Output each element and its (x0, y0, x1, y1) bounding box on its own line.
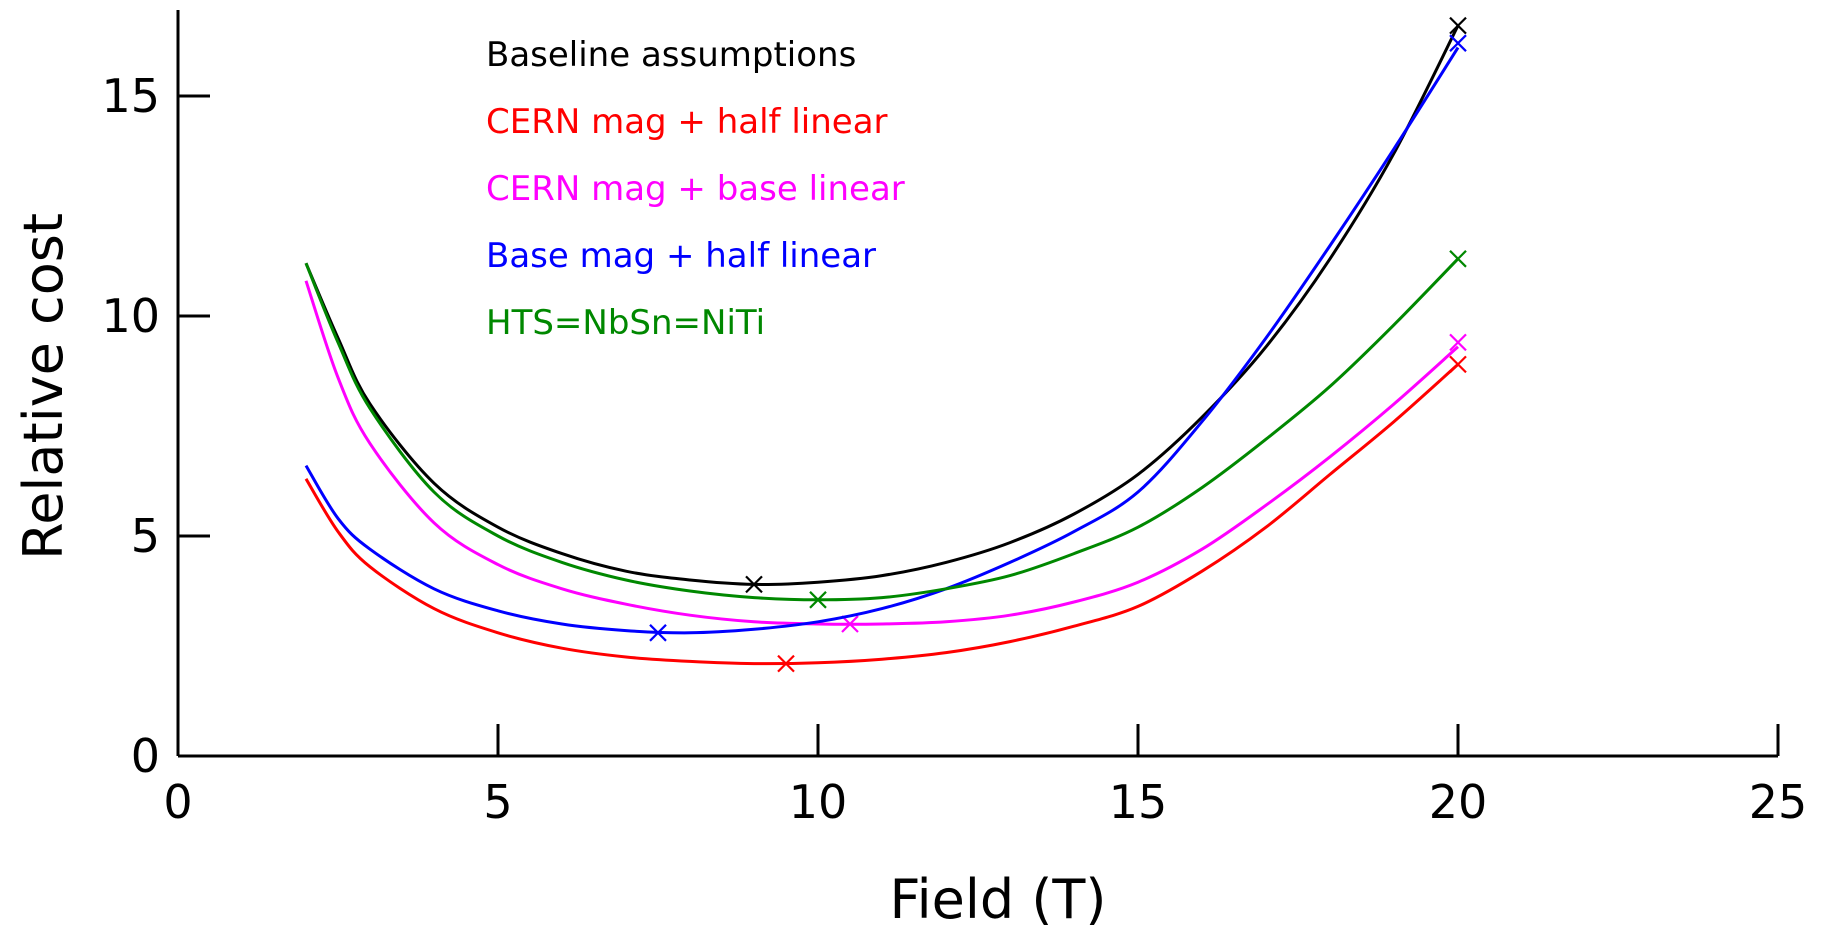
y-axis-title: Relative cost (12, 213, 75, 560)
series-marker (1449, 16, 1467, 35)
series-marker (777, 654, 795, 673)
x-axis-title: Field (T) (890, 868, 1107, 930)
legend-entry: Base mag + half linear (486, 236, 876, 276)
x-tick-label: 15 (1109, 775, 1168, 829)
series-marker (1449, 34, 1467, 52)
series-line-2 (304, 280, 1459, 626)
series-line-4 (304, 257, 1460, 602)
y-tick-label: 0 (131, 729, 160, 783)
x-tick-label: 25 (1749, 775, 1808, 829)
series-line-1 (304, 363, 1459, 666)
x-tick-label: 0 (163, 775, 192, 829)
legend: Baseline assumptions CERN mag + half line… (486, 35, 905, 343)
series-line-3 (304, 46, 1460, 635)
series-marker (841, 615, 859, 633)
series-marker (745, 575, 763, 594)
y-tick-label: 15 (101, 69, 160, 123)
x-tick-label: 10 (789, 775, 848, 829)
series-marker (809, 591, 827, 609)
series-layer (304, 16, 1467, 673)
series-marker (1449, 250, 1467, 268)
series-marker (1449, 355, 1467, 374)
axes: 0 5 10 15 20 25 0 5 10 15 (101, 10, 1807, 829)
x-tick-label: 20 (1429, 775, 1488, 829)
series-line-0 (304, 24, 1460, 586)
x-tick-label: 5 (483, 775, 512, 829)
legend-entry: CERN mag + half linear (486, 102, 888, 142)
y-tick-label: 10 (101, 289, 160, 343)
series-marker (1449, 333, 1467, 352)
y-tick-label: 5 (131, 509, 160, 563)
legend-entry: Baseline assumptions (486, 35, 856, 75)
legend-entry: HTS=NbSn=NiTi (486, 303, 765, 343)
series-marker (649, 624, 667, 642)
legend-entry: CERN mag + base linear (486, 169, 905, 209)
